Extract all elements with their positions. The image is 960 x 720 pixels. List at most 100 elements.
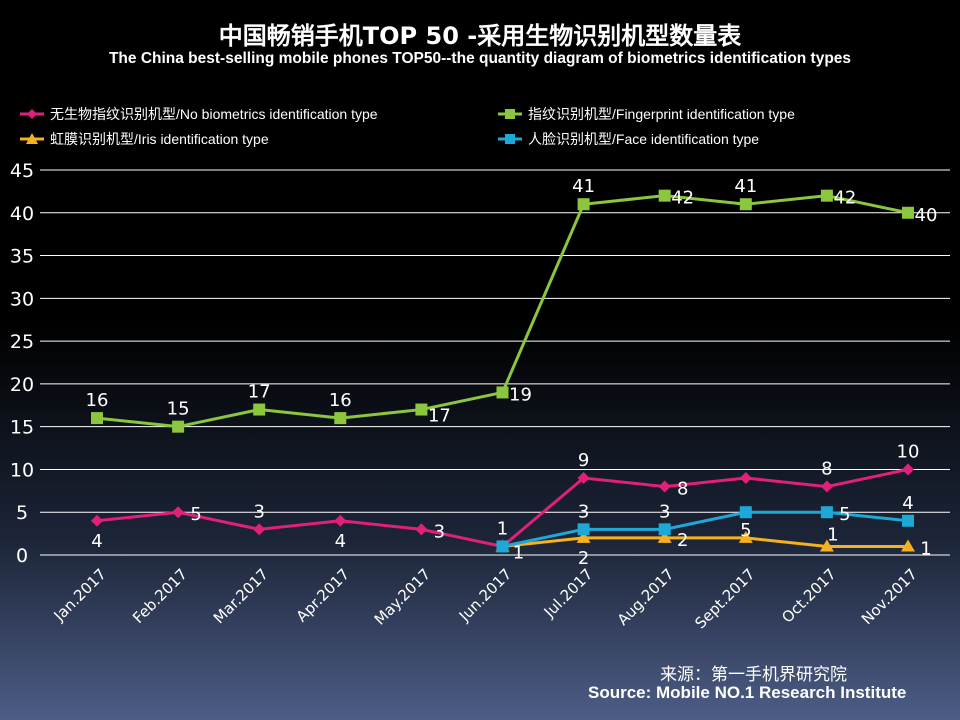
data-point-square [902,206,914,219]
x-tick-label: Jan.2017 [50,565,110,625]
data-point-square [658,523,671,536]
data-label: 3 [253,501,264,522]
data-point-diamond [91,514,103,527]
y-tick-label: 10 [10,459,34,481]
data-label: 16 [86,390,109,411]
data-point-diamond [658,480,671,493]
x-tick-label: Nov.2017 [858,565,921,628]
data-point-triangle [576,530,591,543]
data-label: 19 [509,384,532,405]
x-tick-label: Sept.2017 [691,565,758,632]
legend-item-fingerprint: 指纹识别机型/Fingerprint identification type [496,104,795,124]
x-tick-label: Mar.2017 [210,565,272,627]
legend-marker-triangle-icon [20,133,44,144]
data-point-square [334,412,347,425]
legend-label: 指纹识别机型/Fingerprint identification type [528,106,795,122]
data-point-diamond [577,472,590,484]
x-tick-label: May.2017 [371,565,435,629]
data-point-square [739,198,752,211]
legend-label: 人脸识别机型/Face identification type [528,131,760,147]
y-tick-label: 15 [10,417,34,439]
data-label: 5 [839,504,850,525]
chart-subtitle: The China best-selling mobile phones TOP… [108,50,852,67]
data-point-square [253,403,266,416]
source-cn: 来源：第一手机界研究院 [660,665,847,685]
data-point-diamond [902,463,914,476]
data-label: 5 [740,520,751,541]
x-tick-label: Aug.2017 [614,565,678,629]
data-label: 3 [659,501,670,522]
data-label: 1 [920,538,931,559]
data-point-diamond [253,523,266,536]
data-label: 17 [248,382,271,403]
data-label: 3 [434,521,445,542]
data-label: 4 [335,531,346,552]
data-label: 9 [578,450,589,471]
legend-item-no-biometrics: 无生物指纹识别机型/No biometrics identification t… [18,104,378,124]
data-point-diamond [172,506,185,519]
x-tick-label: Oct.2017 [778,565,839,626]
data-point-triangle [819,539,834,552]
data-point-diamond [334,514,347,527]
legend-label: 无生物指纹识别机型/No biometrics identification t… [50,106,378,122]
y-tick-label: 40 [10,203,34,225]
data-point-square [820,506,833,519]
data-label: 41 [734,176,757,197]
data-point-square [496,386,509,399]
x-tick-label: Apr.2017 [293,565,353,625]
series-line-3 [502,510,909,548]
data-point-square [902,514,914,527]
data-point-square [577,523,590,536]
data-label: 42 [833,188,856,209]
data-label: 5 [190,504,201,525]
data-label: 3 [578,501,589,522]
data-label: 17 [428,406,451,427]
data-label: 42 [671,188,694,209]
data-label: 16 [329,390,352,411]
data-label: 15 [167,399,190,420]
data-label: 1 [827,524,838,545]
legend-item-face: 人脸识别机型/Face identification type [496,129,759,149]
source-en: Source: Mobile NO.1 Research Institute [588,683,907,702]
data-label: 2 [677,530,688,551]
data-point-triangle [657,530,672,543]
data-label: 1 [513,542,524,563]
x-tick-label: Feb.2017 [129,565,191,627]
data-point-diamond [739,472,752,484]
legend-label: 虹膜识别机型/Iris identification type [50,131,269,147]
data-point-square [658,189,671,202]
data-label: 4 [91,531,102,552]
data-label: 41 [572,176,595,197]
legend-marker-square-icon [498,134,522,144]
y-tick-label: 20 [10,374,34,396]
data-label: 4 [902,493,913,514]
data-point-square [577,198,590,211]
y-tick-label: 45 [10,160,34,182]
data-point-square [172,420,185,433]
y-tick-label: 0 [16,545,28,567]
data-point-square [496,540,509,553]
data-point-triangle [738,530,753,543]
data-label: 2 [578,548,589,569]
y-tick-label: 25 [10,331,34,353]
data-label: 10 [897,441,920,462]
data-point-diamond [820,480,833,493]
data-label: 8 [677,479,688,500]
data-label: 40 [915,205,938,226]
chart-title: 中国畅销手机TOP 50 -采用生物识别机型数量表 [218,22,742,50]
data-point-diamond [415,523,428,536]
y-tick-label: 30 [10,288,34,310]
legend-item-iris: 虹膜识别机型/Iris identification type [18,129,269,149]
y-tick-label: 35 [10,246,34,268]
legend-marker-square-icon [498,109,522,119]
data-point-square [415,403,428,416]
data-point-square [739,506,752,519]
data-point-square [91,412,103,425]
legend-marker-diamond-icon [20,109,44,119]
x-tick-label: Jul.2017 [540,565,597,622]
series-line-2 [502,536,908,548]
x-tick-label: Jun.2017 [455,565,515,625]
data-label: 8 [821,459,832,480]
data-point-triangle [901,539,915,552]
